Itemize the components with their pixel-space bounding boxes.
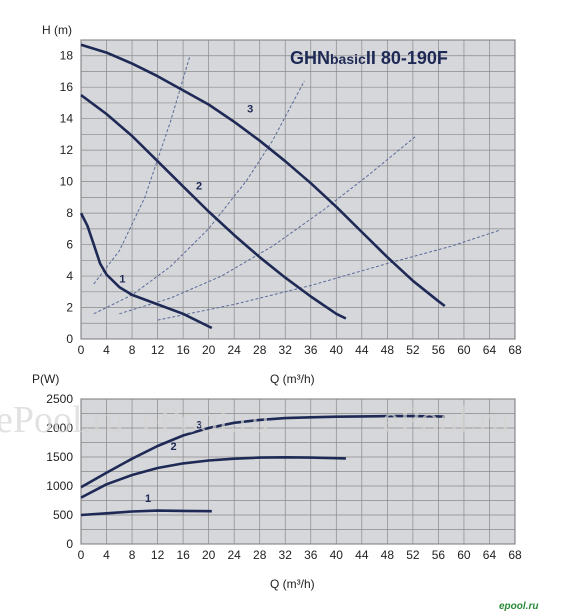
x-tick-label: 32 <box>279 548 293 562</box>
head-x-tick-labels: 0 4 8 12 16 20 24 28 32 36 40 44 48 52 56 60 64 68 <box>78 343 522 357</box>
title-main: GHN <box>290 48 330 68</box>
head-curve-3 <box>80 43 446 308</box>
x-tick-label: 56 <box>432 548 446 562</box>
y-tick-label: 500 <box>53 508 73 522</box>
x-tick-label: 48 <box>381 548 395 562</box>
head-chart: 0 4 8 12 16 20 24 28 32 36 40 44 48 52 56 60 64 68 024681… <box>42 23 522 386</box>
y-tick-label: 16 <box>60 80 74 94</box>
x-tick-label: 52 <box>406 343 420 357</box>
watermark-center: ePool.ru <box>142 399 270 441</box>
y-tick-label: 4 <box>66 269 73 283</box>
watermark-right: ePool.ru <box>382 399 510 441</box>
power-chart: 0 4 8 12 16 20 24 28 32 36 40 44 48 52 56 60 64 68 050010… <box>32 372 522 591</box>
x-tick-label: 28 <box>253 548 267 562</box>
power-grid <box>80 398 516 545</box>
x-tick-label: 28 <box>253 343 267 357</box>
x-tick-label: 64 <box>483 343 497 357</box>
y-tick-label: 14 <box>60 112 74 126</box>
head-curve-2 <box>80 94 347 320</box>
head-grid <box>80 39 516 340</box>
x-tick-label: 52 <box>406 548 420 562</box>
head-plot-area <box>80 39 516 340</box>
x-tick-label: 12 <box>151 548 165 562</box>
y-tick-label: 0 <box>66 537 73 551</box>
x-tick-label: 60 <box>457 548 471 562</box>
power-series-labels: 1 2 3 <box>145 420 202 506</box>
y-tick-label: 0 <box>66 332 73 346</box>
head-curve-label-1: 1 <box>119 273 125 285</box>
x-tick-label: 0 <box>78 343 85 357</box>
y-tick-label: 6 <box>66 238 73 252</box>
x-tick-label: 32 <box>279 343 293 357</box>
head-series-labels: 1 2 3 <box>119 103 253 285</box>
y-tick-label: 2500 <box>46 392 73 406</box>
system-curve-line <box>157 229 500 321</box>
x-tick-label: 4 <box>103 343 110 357</box>
x-tick-label: 20 <box>202 548 216 562</box>
power-curve-label-1: 1 <box>145 493 151 505</box>
y-tick-label: 12 <box>60 143 74 157</box>
power-x-tick-labels: 0 4 8 12 16 20 24 28 32 36 40 44 48 52 56 60 64 68 <box>78 548 522 562</box>
y-tick-label: 1000 <box>46 479 73 493</box>
head-series <box>79 43 446 330</box>
x-tick-label: 16 <box>176 548 190 562</box>
y-tick-label: 1500 <box>46 450 73 464</box>
power-curve-label-2: 2 <box>170 441 176 453</box>
x-tick-label: 8 <box>129 548 136 562</box>
power-curve-2 <box>80 456 346 499</box>
power-series <box>80 414 445 517</box>
y-tick-label: 2 <box>66 301 73 315</box>
x-tick-label: 20 <box>202 343 216 357</box>
y-tick-label: 8 <box>66 206 73 220</box>
x-tick-label: 40 <box>330 343 344 357</box>
watermark-group: ePool.ru ePool.ru ePool.ru epool.ru <box>0 399 560 612</box>
y-tick-label: 10 <box>60 175 74 189</box>
y-tick-label: 2000 <box>46 421 73 435</box>
power-x-axis-label: Q (m³/h) <box>270 577 315 591</box>
x-tick-label: 56 <box>432 343 446 357</box>
x-tick-label: 12 <box>151 343 165 357</box>
head-y-axis-label: H (m) <box>42 23 72 37</box>
x-tick-label: 60 <box>457 343 471 357</box>
power-y-tick-labels: 0 500 1000 1500 2000 2500 <box>46 392 73 551</box>
x-tick-label: 24 <box>227 343 241 357</box>
x-tick-label: 4 <box>103 548 110 562</box>
x-tick-label: 44 <box>355 343 369 357</box>
x-tick-label: 36 <box>304 548 318 562</box>
y-tick-label: 18 <box>60 49 74 63</box>
corner-watermark-bg <box>494 598 560 612</box>
x-tick-label: 0 <box>78 548 85 562</box>
watermark-left: ePool.ru <box>0 399 124 441</box>
power-curve-3 <box>80 414 445 489</box>
head-curve-label-3: 3 <box>247 103 253 115</box>
x-tick-label: 16 <box>176 343 190 357</box>
x-tick-label: 40 <box>330 548 344 562</box>
head-y-tick-labels: 0 2 4 6 8 10 12 14 16 18 <box>60 49 74 346</box>
x-tick-label: 36 <box>304 343 318 357</box>
x-tick-label: 48 <box>381 343 395 357</box>
title-mid: basic <box>330 51 366 67</box>
x-tick-label: 68 <box>508 548 522 562</box>
head-curve-label-2: 2 <box>196 181 202 193</box>
x-tick-label: 24 <box>227 548 241 562</box>
corner-watermark: epool.ru <box>499 601 538 612</box>
head-x-axis-label: Q (m³/h) <box>270 372 315 386</box>
power-y-axis-label: P(W) <box>32 372 59 386</box>
system-curve-line <box>93 57 190 285</box>
power-curve-1 <box>80 509 212 517</box>
title-suffix: II 80-190F <box>366 48 448 68</box>
x-tick-label: 68 <box>508 343 522 357</box>
head-curve-1 <box>79 212 213 330</box>
chart-title: GHNbasicII 80-190F <box>290 48 448 68</box>
x-tick-label: 44 <box>355 548 369 562</box>
x-tick-label: 64 <box>483 548 497 562</box>
power-curve-label-3: 3 <box>196 420 202 432</box>
x-tick-label: 8 <box>129 343 136 357</box>
system-curve-line <box>119 135 417 315</box>
